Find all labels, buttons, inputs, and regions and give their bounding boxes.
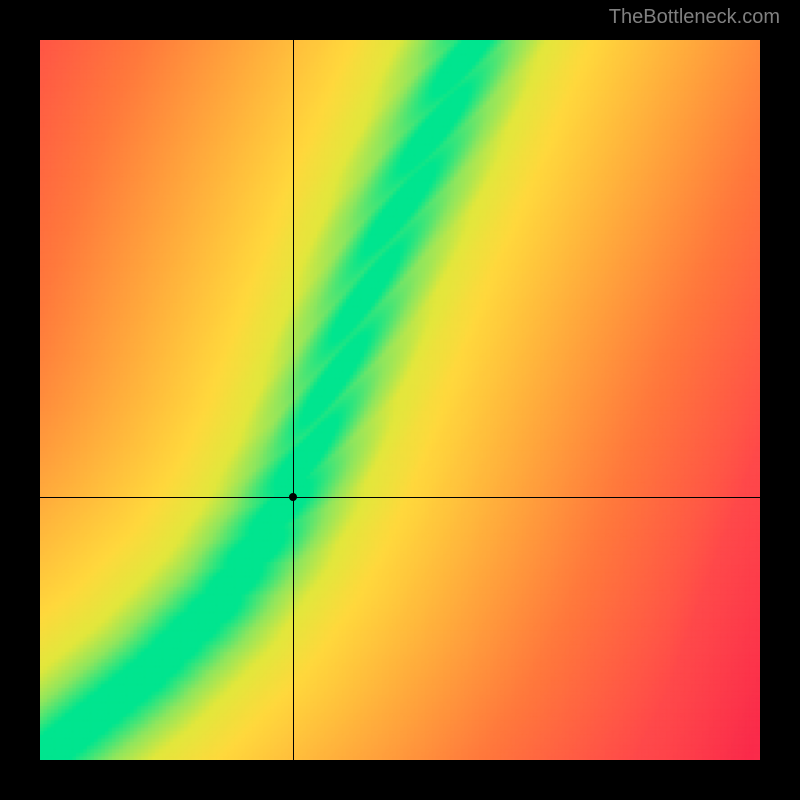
heatmap-canvas bbox=[40, 40, 760, 760]
watermark-text: TheBottleneck.com bbox=[609, 6, 780, 29]
marker-dot bbox=[289, 493, 297, 501]
crosshair-horizontal bbox=[40, 497, 760, 498]
plot-area bbox=[40, 40, 760, 760]
crosshair-vertical bbox=[293, 40, 294, 760]
